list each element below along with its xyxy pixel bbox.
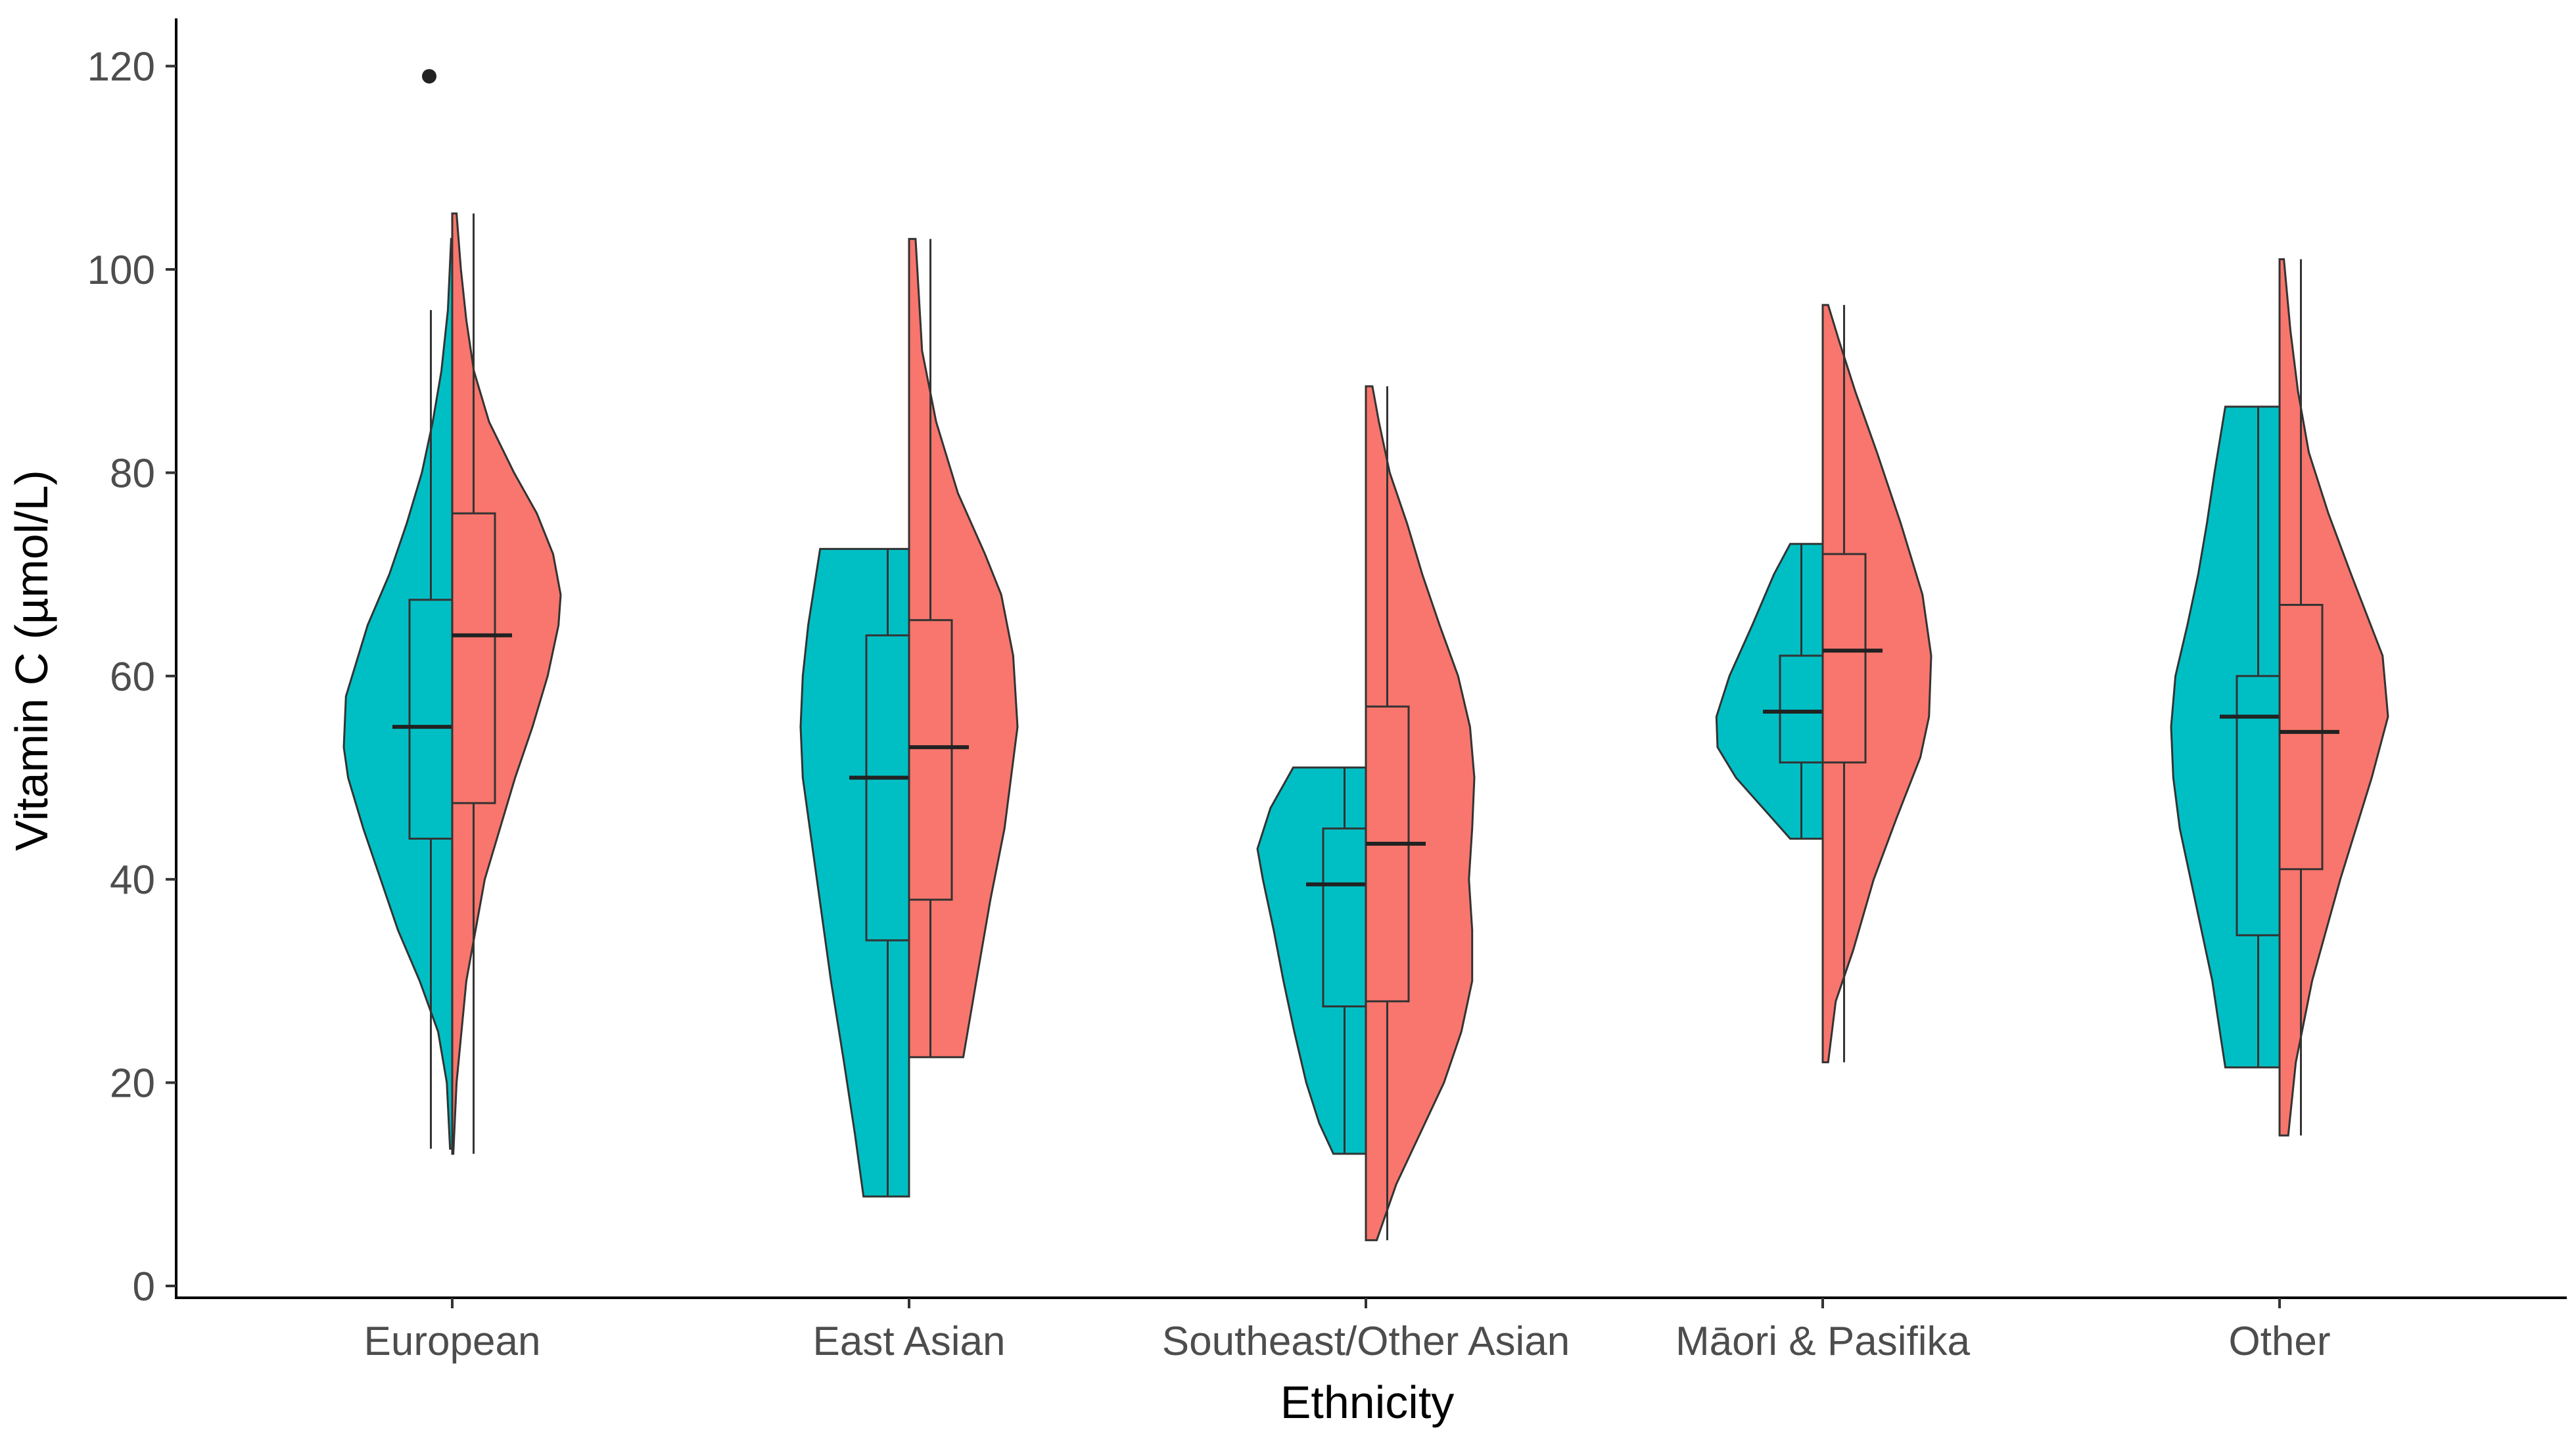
x-tick-label: Māori & Pasifika xyxy=(1675,1319,1970,1364)
x-axis-title: Ethnicity xyxy=(1280,1377,1455,1428)
plot-marks xyxy=(342,69,2389,1241)
x-tick-label: Southeast/Other Asian xyxy=(1162,1319,1570,1364)
y-tick-label: 100 xyxy=(87,248,155,293)
y-ticks: 0 20 40 60 80 100 120 xyxy=(87,45,176,1310)
violin-left xyxy=(1715,543,1824,840)
violin-right xyxy=(451,212,562,1155)
axes xyxy=(175,18,2567,1299)
outlier-point xyxy=(422,69,436,84)
y-axis-title: Vitamin C (µmol/L) xyxy=(6,470,57,851)
x-tick-label: East Asian xyxy=(813,1319,1006,1364)
y-tick-label: 40 xyxy=(110,858,155,903)
y-tick-label: 0 xyxy=(133,1264,155,1310)
box-iqr xyxy=(1322,827,1367,1008)
violin-left xyxy=(342,238,454,1150)
violin-right xyxy=(1821,304,1932,1064)
box-iqr xyxy=(2278,604,2324,871)
x-ticks: European East Asian Southeast/Other Asian M… xyxy=(364,1298,2331,1364)
violin-right xyxy=(1365,385,1476,1241)
violin-right xyxy=(2278,258,2389,1137)
y-tick-label: 60 xyxy=(110,654,155,700)
x-tick-label: European xyxy=(364,1319,541,1364)
box-iqr xyxy=(865,634,910,942)
y-tick-label: 80 xyxy=(110,451,155,496)
box-iqr xyxy=(408,599,454,840)
x-tick-label: Other xyxy=(2228,1319,2330,1364)
box-iqr xyxy=(451,512,496,804)
y-tick-label: 20 xyxy=(110,1061,155,1107)
box-iqr xyxy=(908,619,953,901)
box-iqr xyxy=(1821,553,1867,764)
box-iqr xyxy=(1779,654,1824,764)
y-tick-label: 120 xyxy=(87,45,155,90)
box-iqr xyxy=(1365,705,1410,1003)
